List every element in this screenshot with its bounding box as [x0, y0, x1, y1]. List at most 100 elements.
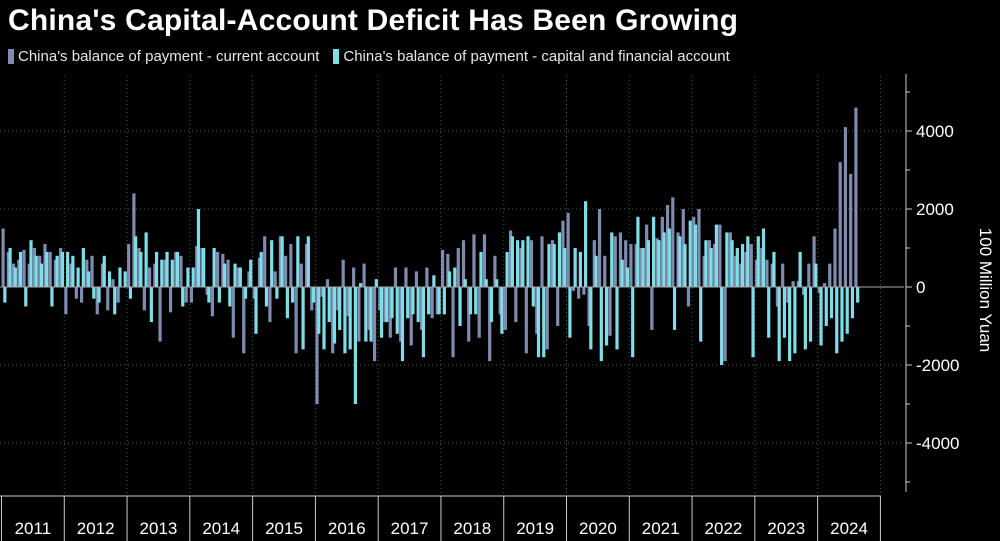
- bar-capital-account: [829, 287, 834, 319]
- y-tick-label: -2000: [916, 356, 959, 375]
- bar-current-account: [11, 263, 16, 287]
- bar-current-account: [655, 238, 659, 287]
- bar-capital-account: [317, 287, 321, 334]
- bar-current-account: [739, 263, 743, 287]
- bar-capital-account: [808, 287, 813, 342]
- bar-capital-account: [625, 267, 630, 287]
- bar-capital-account: [285, 287, 289, 319]
- bar-current-account: [807, 263, 811, 287]
- bar-capital-account: [500, 287, 504, 334]
- bar-current-account: [529, 240, 534, 287]
- bar-capital-account: [212, 248, 216, 287]
- bar-capital-account: [463, 279, 467, 287]
- bar-capital-account: [447, 271, 452, 287]
- x-tick-label: 2017: [391, 519, 429, 538]
- bar-current-account: [85, 259, 89, 287]
- bar-capital-account: [510, 236, 514, 287]
- x-tick-label: 2020: [579, 519, 617, 538]
- bar-capital-account: [306, 236, 310, 287]
- bar-current-account: [179, 255, 183, 287]
- bar-current-account: [242, 287, 246, 354]
- bar-capital-account: [772, 251, 776, 287]
- bar-capital-account: [29, 240, 33, 287]
- bar-capital-account: [348, 287, 352, 350]
- bar-current-account: [346, 287, 351, 317]
- bar-capital-account: [453, 267, 457, 287]
- bar-current-account: [786, 287, 790, 303]
- bar-capital-account: [416, 287, 420, 323]
- bar-current-account: [639, 248, 644, 287]
- bar-current-account: [488, 287, 492, 362]
- bar-capital-account: [557, 232, 562, 287]
- bar-current-account: [163, 259, 167, 287]
- bar-current-account: [378, 287, 382, 311]
- bar-capital-account: [657, 240, 661, 287]
- bar-current-account: [17, 259, 21, 287]
- bar-current-account: [195, 246, 199, 287]
- bar-capital-account: [599, 287, 603, 362]
- y-tick-label: 2000: [916, 200, 954, 219]
- bar-current-account: [650, 287, 654, 330]
- bar-current-account: [676, 232, 680, 287]
- bar-capital-account: [704, 240, 708, 287]
- bar-capital-account: [458, 287, 462, 326]
- bar-capital-account: [756, 236, 760, 287]
- bar-capital-account: [531, 287, 535, 307]
- bar-current-account: [760, 248, 764, 287]
- bar-current-account: [791, 281, 795, 287]
- bar-capital-account: [589, 287, 593, 350]
- bar-current-account: [236, 267, 241, 287]
- bar-current-account: [592, 240, 596, 287]
- bar-capital-account: [275, 287, 279, 299]
- bar-current-account: [718, 224, 722, 287]
- chart-title: China's Capital-Account Deficit Has Been…: [8, 4, 739, 37]
- bar-current-account: [749, 244, 753, 287]
- bar-current-account: [723, 287, 727, 362]
- bar-capital-account: [254, 287, 258, 334]
- bar-current-account: [393, 267, 398, 287]
- bar-capital-account: [154, 251, 159, 287]
- bar-capital-account: [693, 224, 698, 287]
- bar-current-account: [420, 287, 424, 330]
- bar-current-account: [509, 230, 513, 287]
- bar-capital-account: [406, 287, 410, 319]
- bar-current-account: [440, 249, 445, 287]
- bar-current-account: [252, 287, 256, 299]
- bar-current-account: [571, 287, 575, 291]
- bar-current-account: [524, 287, 528, 354]
- bar-capital-account: [359, 283, 363, 287]
- bar-current-account: [713, 244, 717, 287]
- bar-current-account: [796, 281, 800, 287]
- bar-capital-account: [8, 248, 12, 287]
- bar-capital-account: [390, 287, 394, 319]
- bar-capital-account: [803, 287, 807, 350]
- bar-current-account: [425, 267, 429, 287]
- x-tick-label: 2015: [265, 519, 303, 538]
- bar-capital-account: [113, 287, 117, 315]
- bar-capital-account: [76, 267, 80, 287]
- bar-current-account: [53, 259, 58, 287]
- bar-capital-account: [327, 287, 331, 323]
- bar-capital-account: [259, 251, 263, 287]
- bar-capital-account: [835, 287, 839, 354]
- bar-current-account: [336, 287, 340, 311]
- bar-capital-account: [160, 259, 164, 287]
- bar-current-account: [613, 236, 617, 287]
- bar-capital-account: [191, 267, 195, 287]
- bar-current-account: [331, 287, 335, 354]
- bar-current-account: [409, 287, 413, 346]
- bar-current-account: [707, 240, 712, 287]
- bar-current-account: [69, 263, 73, 287]
- bar-current-account: [362, 263, 366, 287]
- bar-capital-account: [437, 287, 441, 315]
- bar-current-account: [582, 287, 586, 295]
- bar-capital-account: [301, 287, 305, 350]
- bar-current-account: [147, 267, 152, 287]
- bar-capital-account: [165, 251, 169, 287]
- x-tick-label: 2024: [830, 519, 868, 538]
- bar-capital-account: [646, 240, 650, 287]
- bar-capital-account: [793, 287, 797, 354]
- bar-current-account: [828, 263, 832, 287]
- bar-capital-account: [343, 287, 347, 354]
- bar-capital-account: [92, 287, 96, 299]
